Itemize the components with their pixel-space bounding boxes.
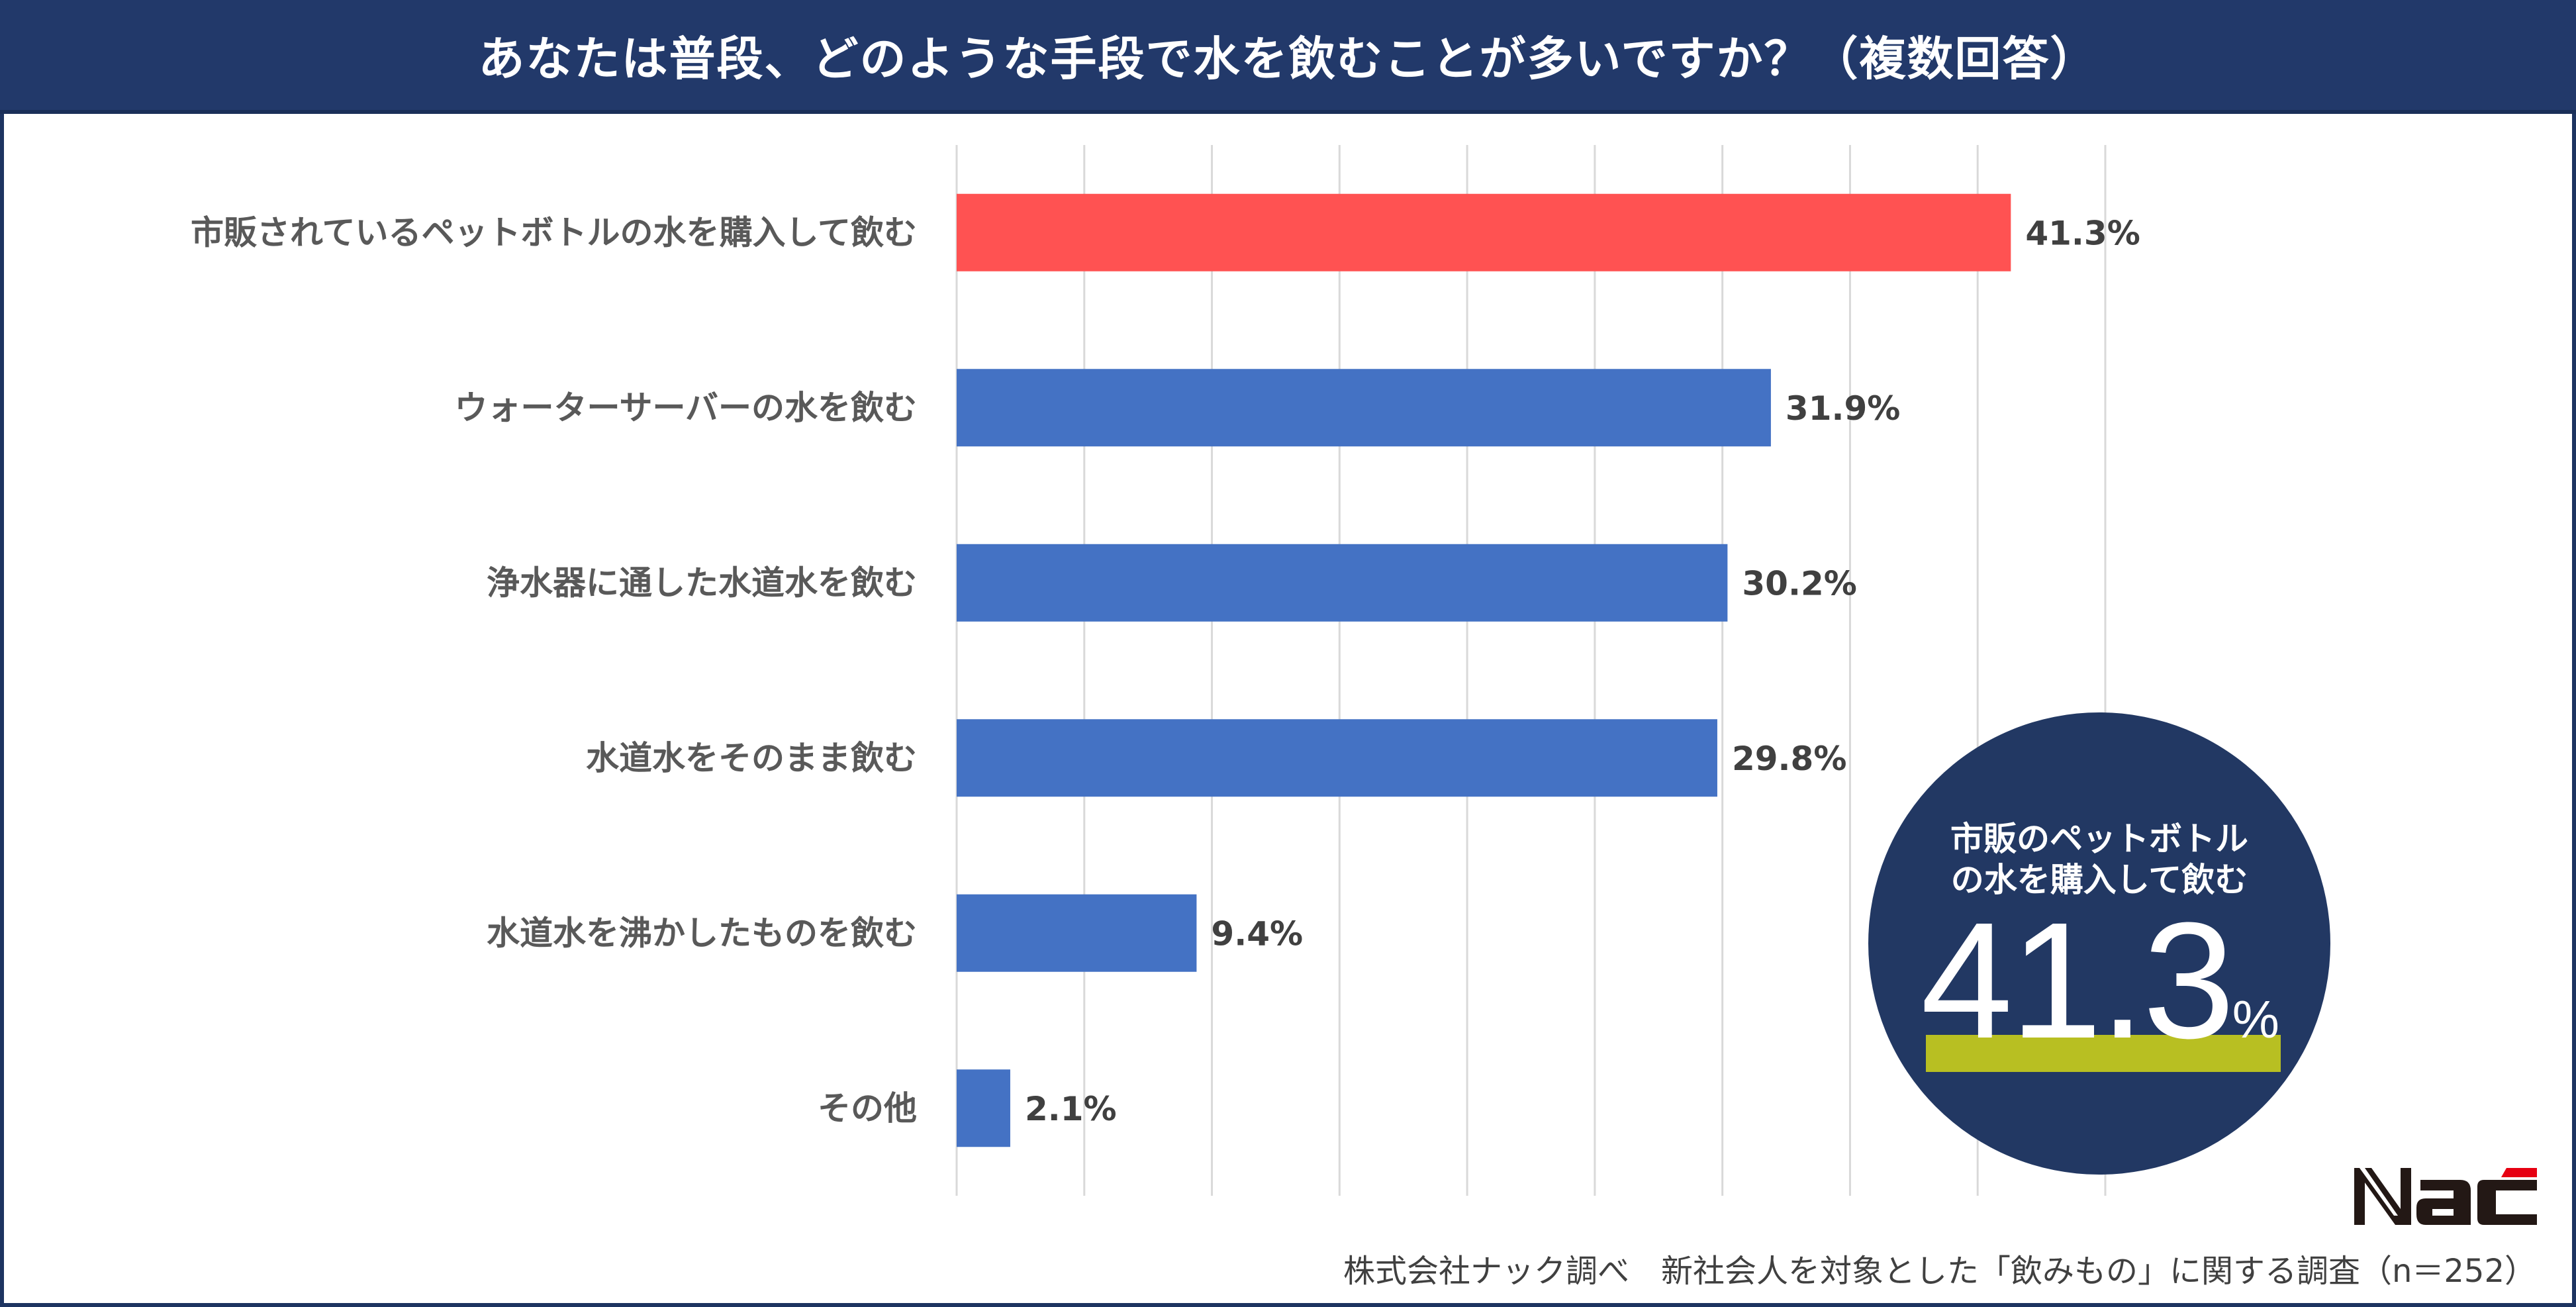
value-label: 2.1% xyxy=(1025,1090,1117,1128)
callout-underline-highlight xyxy=(1926,1035,2281,1072)
category-label: 水道水をそのまま飲む xyxy=(586,739,917,777)
value-label: 31.9% xyxy=(1786,389,1900,428)
value-label: 41.3% xyxy=(2025,214,2140,252)
callout-line-1: 市販のペットボトル xyxy=(1950,820,2248,858)
category-label: その他 xyxy=(818,1089,917,1128)
title-bar: あなたは普段、どのような手段で水を飲むことが多いですか？（複数回答） xyxy=(0,0,2576,114)
callout-line-2: の水を購入して飲む xyxy=(1950,861,2248,899)
highlight-callout: 市販のペットボトル の水を購入して飲む 41.3% xyxy=(1868,712,2330,1175)
category-label: ウォーターサーバーの水を飲む xyxy=(455,389,918,427)
category-label: 水道水を沸かしたものを飲む xyxy=(487,914,917,952)
bar xyxy=(957,1069,1010,1147)
callout-label: 市販のペットボトル の水を購入して飲む xyxy=(1868,818,2330,900)
chart-title: あなたは普段、どのような手段で水を飲むことが多いですか？（複数回答） xyxy=(478,31,2098,86)
bar xyxy=(957,719,1717,797)
callout-number: 41.3 xyxy=(1921,888,2235,1073)
nac-logo xyxy=(2354,1168,2537,1225)
callout-value: 41.3% xyxy=(1915,898,2285,1102)
bar xyxy=(957,544,1728,622)
bar xyxy=(957,894,1197,972)
callout-unit: % xyxy=(2232,990,2279,1049)
category-label: 市販されているペットボトルの水を購入して飲む xyxy=(191,213,917,252)
value-label: 29.8% xyxy=(1732,740,1846,778)
source-note: 株式会社ナック調べ 新社会人を対象とした「飲みもの」に関する調査（n＝252） xyxy=(1343,1253,2536,1290)
bars xyxy=(957,193,2011,1147)
value-label: 9.4% xyxy=(1211,914,1303,953)
bar xyxy=(957,369,1771,447)
value-labels: 41.3% 31.9% 30.2% 29.8% 9.4% 2.1% xyxy=(1025,214,2140,1128)
value-label: 30.2% xyxy=(1742,564,1856,603)
bar xyxy=(957,193,2011,271)
category-labels: 市販されているペットボトルの水を購入して飲むウォーターサーバーの水を飲む浄水器に… xyxy=(191,213,917,1128)
category-label: 浄水器に通した水道水を飲む xyxy=(487,563,917,602)
